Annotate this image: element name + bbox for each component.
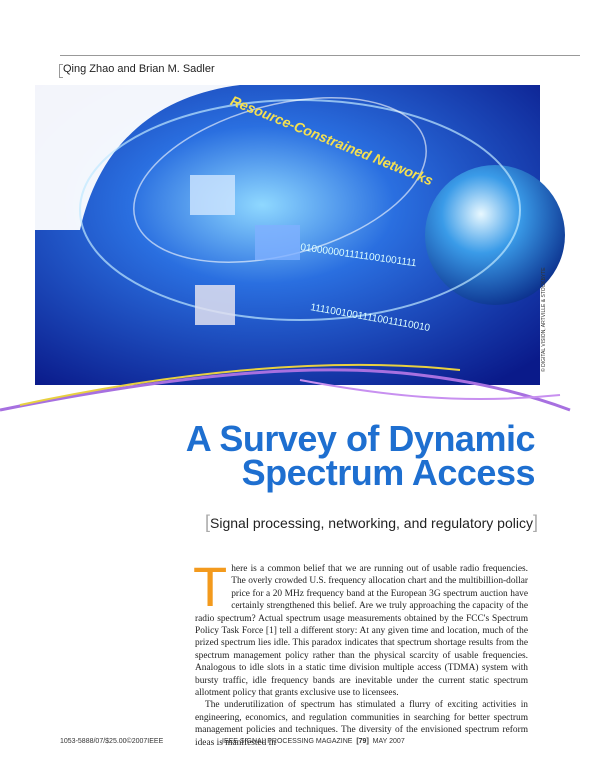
title: Spectrum Access (241, 452, 536, 493)
footer-code: 1053-5888/07/$25.00©2007IEEE (60, 738, 164, 745)
drop-cap: T (193, 555, 228, 618)
magazine-name: IEEE SIGNAL PROCESSING MAGAZINE (222, 738, 353, 745)
issue-date: MAY 2007 (372, 738, 405, 745)
paragraph-text: here is a common belief that we are runn… (195, 564, 528, 699)
subtitle: Signal processing, networking, and regul… (210, 515, 533, 531)
paragraph: The underutilization of spectrum has sti… (195, 700, 528, 748)
subtitle-box: [Signal processing, networking, and regu… (205, 512, 538, 532)
image-credit: © DIGITAL VISION, ARTVILLE & STOCKBYTE (541, 267, 547, 372)
footer-info: IEEE SIGNAL PROCESSING MAGAZINE [79] MAY… (222, 738, 405, 745)
title: A Survey of Dynamic (185, 418, 536, 459)
page-number: [79] (356, 738, 369, 745)
header-rule (60, 55, 580, 56)
authors: Qing Zhao and Brian M. Sadler (59, 63, 215, 78)
